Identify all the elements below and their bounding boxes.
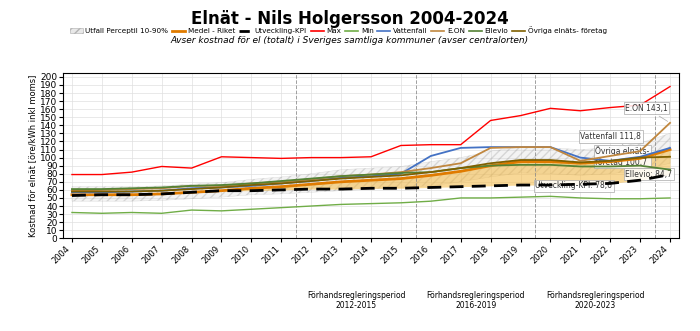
Text: Avser kostnad för el (totalt) i Sveriges samtliga kommuner (avser centralorten): Avser kostnad för el (totalt) i Sveriges… [171, 36, 529, 45]
Text: Ellevio; 84,7: Ellevio; 84,7 [625, 170, 672, 179]
Text: Förhandsregleringsperiod
2020-2023: Förhandsregleringsperiod 2020-2023 [546, 291, 645, 310]
Text: Elnät - Nils Holgersson 2004-2024: Elnät - Nils Holgersson 2004-2024 [191, 10, 509, 28]
Y-axis label: Kostnad för elnät [öre/kWh inkl moms]: Kostnad för elnät [öre/kWh inkl moms] [29, 74, 37, 237]
Text: Förhandsregleringsperiod
2016-2019: Förhandsregleringsperiod 2016-2019 [426, 291, 525, 310]
Legend: Utfall Perceptil 10-90%, Medel - Riket, Utveckling-KPI, Max, Min, Vattenfall, E.: Utfall Perceptil 10-90%, Medel - Riket, … [66, 24, 610, 37]
Text: Förhandsregleringsperiod
2012-2015: Förhandsregleringsperiod 2012-2015 [307, 291, 405, 310]
Text: Vattenfall 111,8: Vattenfall 111,8 [580, 132, 641, 155]
Text: E.ON 143,1: E.ON 143,1 [625, 104, 668, 121]
Text: Övriga elnäts-
företag 100,7: Övriga elnäts- företag 100,7 [595, 147, 650, 167]
Text: Utveckling-KPI: 78,6: Utveckling-KPI: 78,6 [536, 181, 612, 190]
